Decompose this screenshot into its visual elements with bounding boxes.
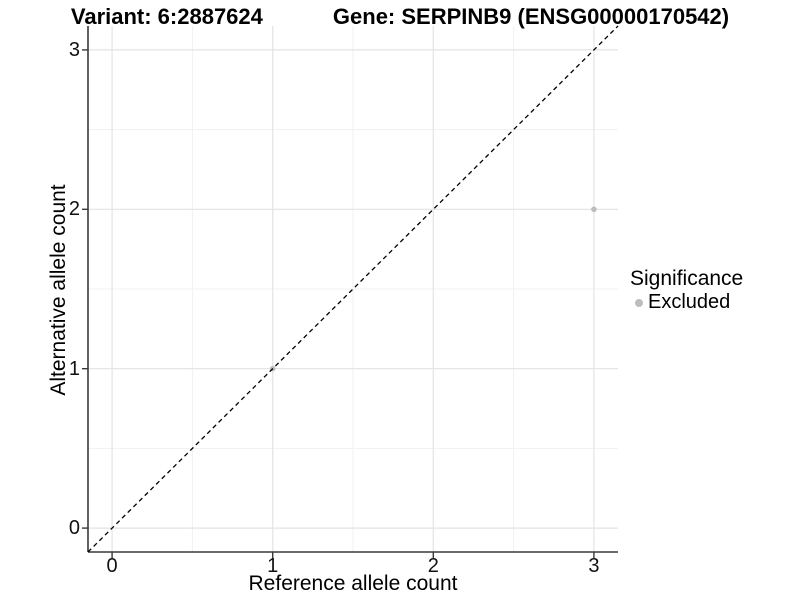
- x-tick-label: 0: [106, 555, 118, 577]
- legend-title: Significance: [630, 267, 744, 290]
- y-tick-label: 0: [68, 517, 80, 540]
- data-point: [591, 206, 597, 213]
- legend-point-icon: [635, 298, 643, 307]
- legend-item: Excluded: [630, 291, 743, 314]
- y-tick-label: 1: [68, 357, 80, 380]
- plot-title-bar: Variant: 6:2887624 Gene: SERPINB9 (ENSG0…: [0, 4, 800, 29]
- x-axis-title: Reference allele count: [248, 572, 458, 595]
- legend: Significance Excluded: [630, 266, 743, 314]
- legend-items: Excluded: [630, 291, 743, 314]
- gene-title: Gene: SERPINB9 (ENSG00000170542): [332, 4, 730, 29]
- x-tick-label: 1: [267, 555, 279, 577]
- y-tick-label: 3: [68, 38, 80, 61]
- y-axis-title: Alternative allele count: [47, 184, 70, 396]
- variant-title: Variant: 6:2887624: [70, 4, 263, 29]
- y-tick-label: 2: [68, 198, 80, 221]
- x-tick-label: 3: [588, 555, 600, 577]
- identity-dashed-line: [87, 25, 619, 553]
- legend-item-label: Excluded: [648, 291, 731, 313]
- x-tick-label: 2: [427, 555, 439, 577]
